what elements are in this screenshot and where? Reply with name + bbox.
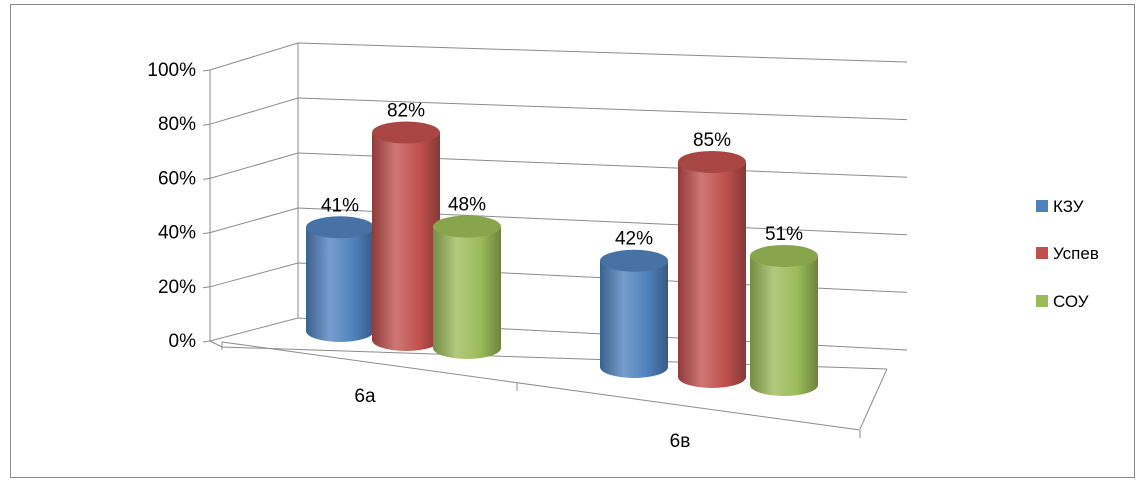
gridline [297,42,908,63]
y-tick-mark [202,123,211,126]
legend-swatch [1036,200,1048,212]
y-tick-mark [202,286,211,289]
data-label: 48% [448,195,486,216]
bar-top [433,215,501,238]
gridline [297,97,908,121]
y-tick-mark [202,69,211,72]
legend-label: СОУ [1053,292,1089,311]
y-tick-label: 40% [158,223,196,244]
data-labels: 41% 82% 48% 42% 85% 51% [321,101,803,250]
x-axis [221,341,861,431]
bar-top [600,249,668,272]
side-gridline [209,42,299,71]
data-label: 85% [693,130,731,151]
category-labels: 6а 6в [354,386,690,452]
bar-body [678,161,746,388]
y-tick-label: 80% [158,114,196,135]
chart-frame [10,4,1135,478]
bar-Успев-6в [678,150,746,388]
bar-СОУ-6а [433,215,501,359]
y-tick-mark [202,177,211,180]
bar-body [433,226,501,359]
data-label: 51% [765,224,803,245]
data-label: 82% [387,101,425,122]
bars [306,121,818,396]
bar-КЗУ-6в [600,249,668,378]
legend-item: СОУ [1036,292,1089,311]
category-label: 6в [670,431,691,452]
floor-right-edge [859,368,888,430]
bar-top [372,121,440,144]
category-label: 6а [354,386,376,407]
legend: КЗУ Успев СОУ [1036,197,1099,311]
bar-Успев-6а [372,121,440,351]
legend-item: Успев [1036,244,1099,263]
legend-label: Успев [1053,244,1099,263]
bar-body [750,255,818,396]
bar-top [678,150,746,173]
legend-swatch [1036,295,1048,307]
bar-top [306,216,374,239]
bar-body [600,260,668,378]
data-label: 41% [321,195,359,216]
axes [209,43,888,438]
bar-body [306,227,374,342]
y-tick-label: 60% [158,168,196,189]
legend-label: КЗУ [1053,197,1084,216]
bar-КЗУ-6а [306,216,374,342]
bar-body [372,132,440,351]
legend-swatch [1036,247,1048,259]
y-tick-label: 100% [147,60,196,81]
y-tick-mark [202,232,211,235]
y-tick-label: 20% [158,277,196,298]
y-tick-mark [202,340,211,343]
y-tick-label: 0% [169,331,197,352]
side-gridline [209,97,299,125]
y-axis-ticks: 0% 20% 40% 60% 80% 100% [147,60,211,352]
bar-top [750,244,818,267]
chart-walls [210,43,298,341]
data-label: 42% [615,229,653,250]
legend-item: КЗУ [1036,197,1084,216]
side-gridline [209,262,299,288]
side-gridline [209,207,299,234]
side-gridline [209,317,299,342]
side-wall [210,43,298,341]
side-gridline [209,152,299,179]
bar-СОУ-6в [750,244,818,396]
